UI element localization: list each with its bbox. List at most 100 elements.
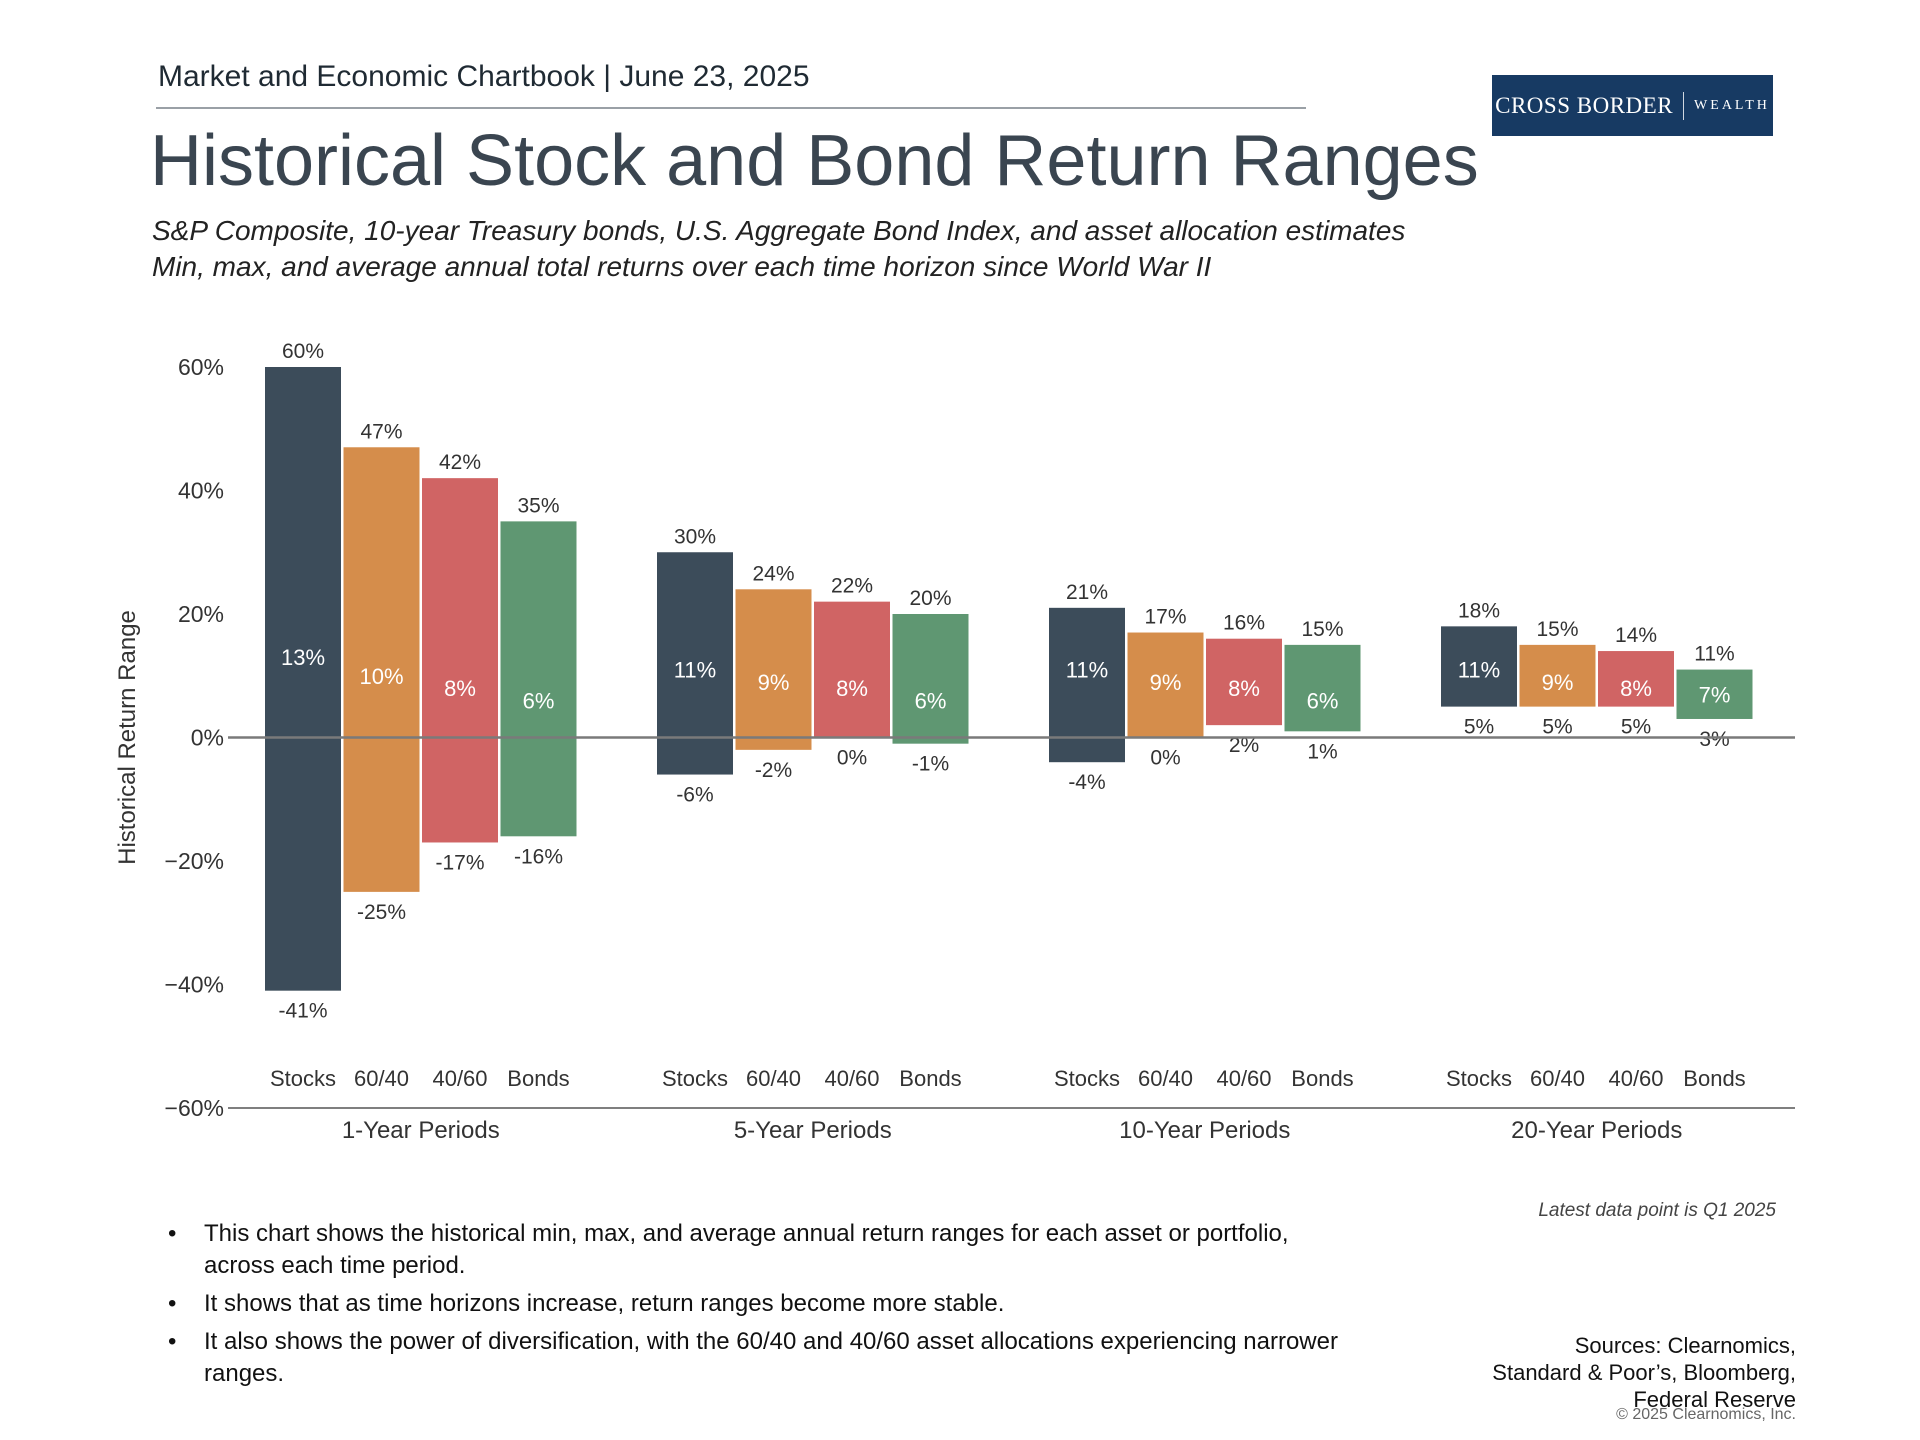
range-bar [1284,644,1361,732]
y-tick-label: −40% [165,972,224,998]
cross-border-wealth-logo: CROSS BORDER WEALTH [1492,75,1773,136]
max-value-label: 11% [1694,643,1734,666]
min-value-label: 3% [1699,728,1729,751]
page-subtitle: S&P Composite, 10-year Treasury bonds, U… [152,213,1405,285]
category-label: Bonds [1683,1066,1745,1091]
max-value-label: 17% [1144,606,1186,629]
avg-value-label: 11% [1458,658,1500,683]
category-label: Bonds [899,1066,961,1091]
key-points-list: This chart shows the historical min, max… [168,1218,1358,1396]
category-label: Stocks [662,1066,728,1091]
min-value-label: -25% [357,901,406,924]
max-value-label: 22% [831,575,873,598]
range-bar [500,521,577,837]
return-range-chart: 60% 40% 20% 0% −20% −40% −60% Historical Return… [114,340,1795,1144]
max-value-label: 14% [1615,624,1657,647]
y-tick-label: 40% [178,478,224,504]
max-value-label: 20% [909,587,951,610]
min-value-label: 2% [1229,734,1259,757]
range-bar [1519,644,1596,707]
avg-value-label: 6% [915,688,947,713]
sources-line-1: Sources: Clearnomics, [1574,1333,1796,1358]
avg-value-label: 6% [523,688,555,713]
group-label: 5-Year Periods [734,1117,892,1144]
min-value-label: -2% [755,759,792,782]
min-value-label: 5% [1542,716,1572,739]
bullet-item: It also shows the power of diversificati… [168,1326,1358,1390]
avg-value-label: 10% [359,664,403,689]
avg-value-label: 8% [1620,676,1652,701]
range-bar [1441,626,1517,707]
copyright-note: © 2025 Clearnomics, Inc. [1616,1406,1796,1423]
avg-value-label: 8% [444,676,476,701]
sources-line-2: Standard & Poor’s, Bloomberg, [1492,1360,1796,1385]
min-value-label: -16% [514,845,563,868]
group-label: 1-Year Periods [342,1117,500,1144]
range-bar [1049,607,1125,763]
max-value-label: 15% [1301,618,1343,641]
max-value-label: 15% [1536,618,1578,641]
avg-value-label: 7% [1699,682,1731,707]
min-value-label: 0% [837,747,867,770]
range-bar [1676,669,1753,719]
sources-note: Sources: Clearnomics, Standard & Poor’s,… [1492,1332,1796,1413]
latest-data-note: Latest data point is Q1 2025 [1538,1200,1776,1221]
group-label: 10-Year Periods [1119,1117,1290,1144]
logo-separator [1683,91,1685,120]
avg-value-label: 6% [1307,688,1339,713]
page-title: Historical Stock and Bond Return Ranges [150,121,1479,201]
y-tick-label: 0% [191,725,224,751]
category-label: 60/40 [1530,1066,1585,1091]
avg-value-label: 8% [1228,676,1260,701]
max-value-label: 35% [517,494,559,517]
y-tick-label: 60% [178,354,224,380]
category-label: 60/40 [746,1066,801,1091]
range-bar [343,447,420,892]
range-bar [735,589,812,750]
min-value-label: -17% [435,851,484,874]
logo-main-text: CROSS BORDER [1495,92,1674,118]
category-label: 60/40 [354,1066,409,1091]
y-tick-label: 20% [178,601,224,627]
avg-value-label: 9% [1542,670,1574,695]
min-value-label: 1% [1307,740,1337,763]
category-label: 40/60 [1216,1066,1271,1091]
category-label: 40/60 [432,1066,487,1091]
max-value-label: 60% [282,340,324,363]
range-bar [422,478,498,843]
range-bar [1127,632,1204,738]
chartbook-header: Market and Economic Chartbook | June 23,… [158,60,810,93]
category-label: Bonds [507,1066,569,1091]
range-bar [265,367,341,991]
max-value-label: 42% [439,451,481,474]
category-label: Stocks [270,1066,336,1091]
header-divider [156,107,1306,109]
subtitle-line-1: S&P Composite, 10-year Treasury bonds, U… [152,215,1406,246]
avg-value-label: 9% [758,670,790,695]
min-value-label: 0% [1150,747,1180,770]
min-value-label: -1% [912,753,949,776]
range-bar [814,601,890,738]
bullet-item: It shows that as time horizons increase,… [168,1288,1358,1320]
max-value-label: 21% [1066,581,1108,604]
max-value-label: 47% [360,420,402,443]
max-value-label: 18% [1458,599,1500,622]
min-value-label: -41% [278,1000,327,1023]
min-value-label: -6% [676,784,713,807]
avg-value-label: 13% [281,645,325,670]
bullet-item: This chart shows the historical min, max… [168,1218,1358,1282]
avg-value-label: 8% [836,676,868,701]
max-value-label: 30% [674,525,716,548]
range-bar [1598,651,1674,707]
avg-value-label: 11% [674,658,716,683]
range-bar [892,614,969,744]
max-value-label: 24% [752,562,794,585]
sources-line-3: Federal Reserve [1633,1387,1796,1412]
range-bar [1206,638,1282,726]
logo-sub-text: WEALTH [1694,97,1770,113]
subtitle-line-2: Min, max, and average annual total retur… [152,251,1212,282]
y-tick-label: −20% [165,848,224,874]
group-label: 20-Year Periods [1511,1117,1682,1144]
max-value-label: 16% [1223,612,1265,635]
category-label: 40/60 [1608,1066,1663,1091]
